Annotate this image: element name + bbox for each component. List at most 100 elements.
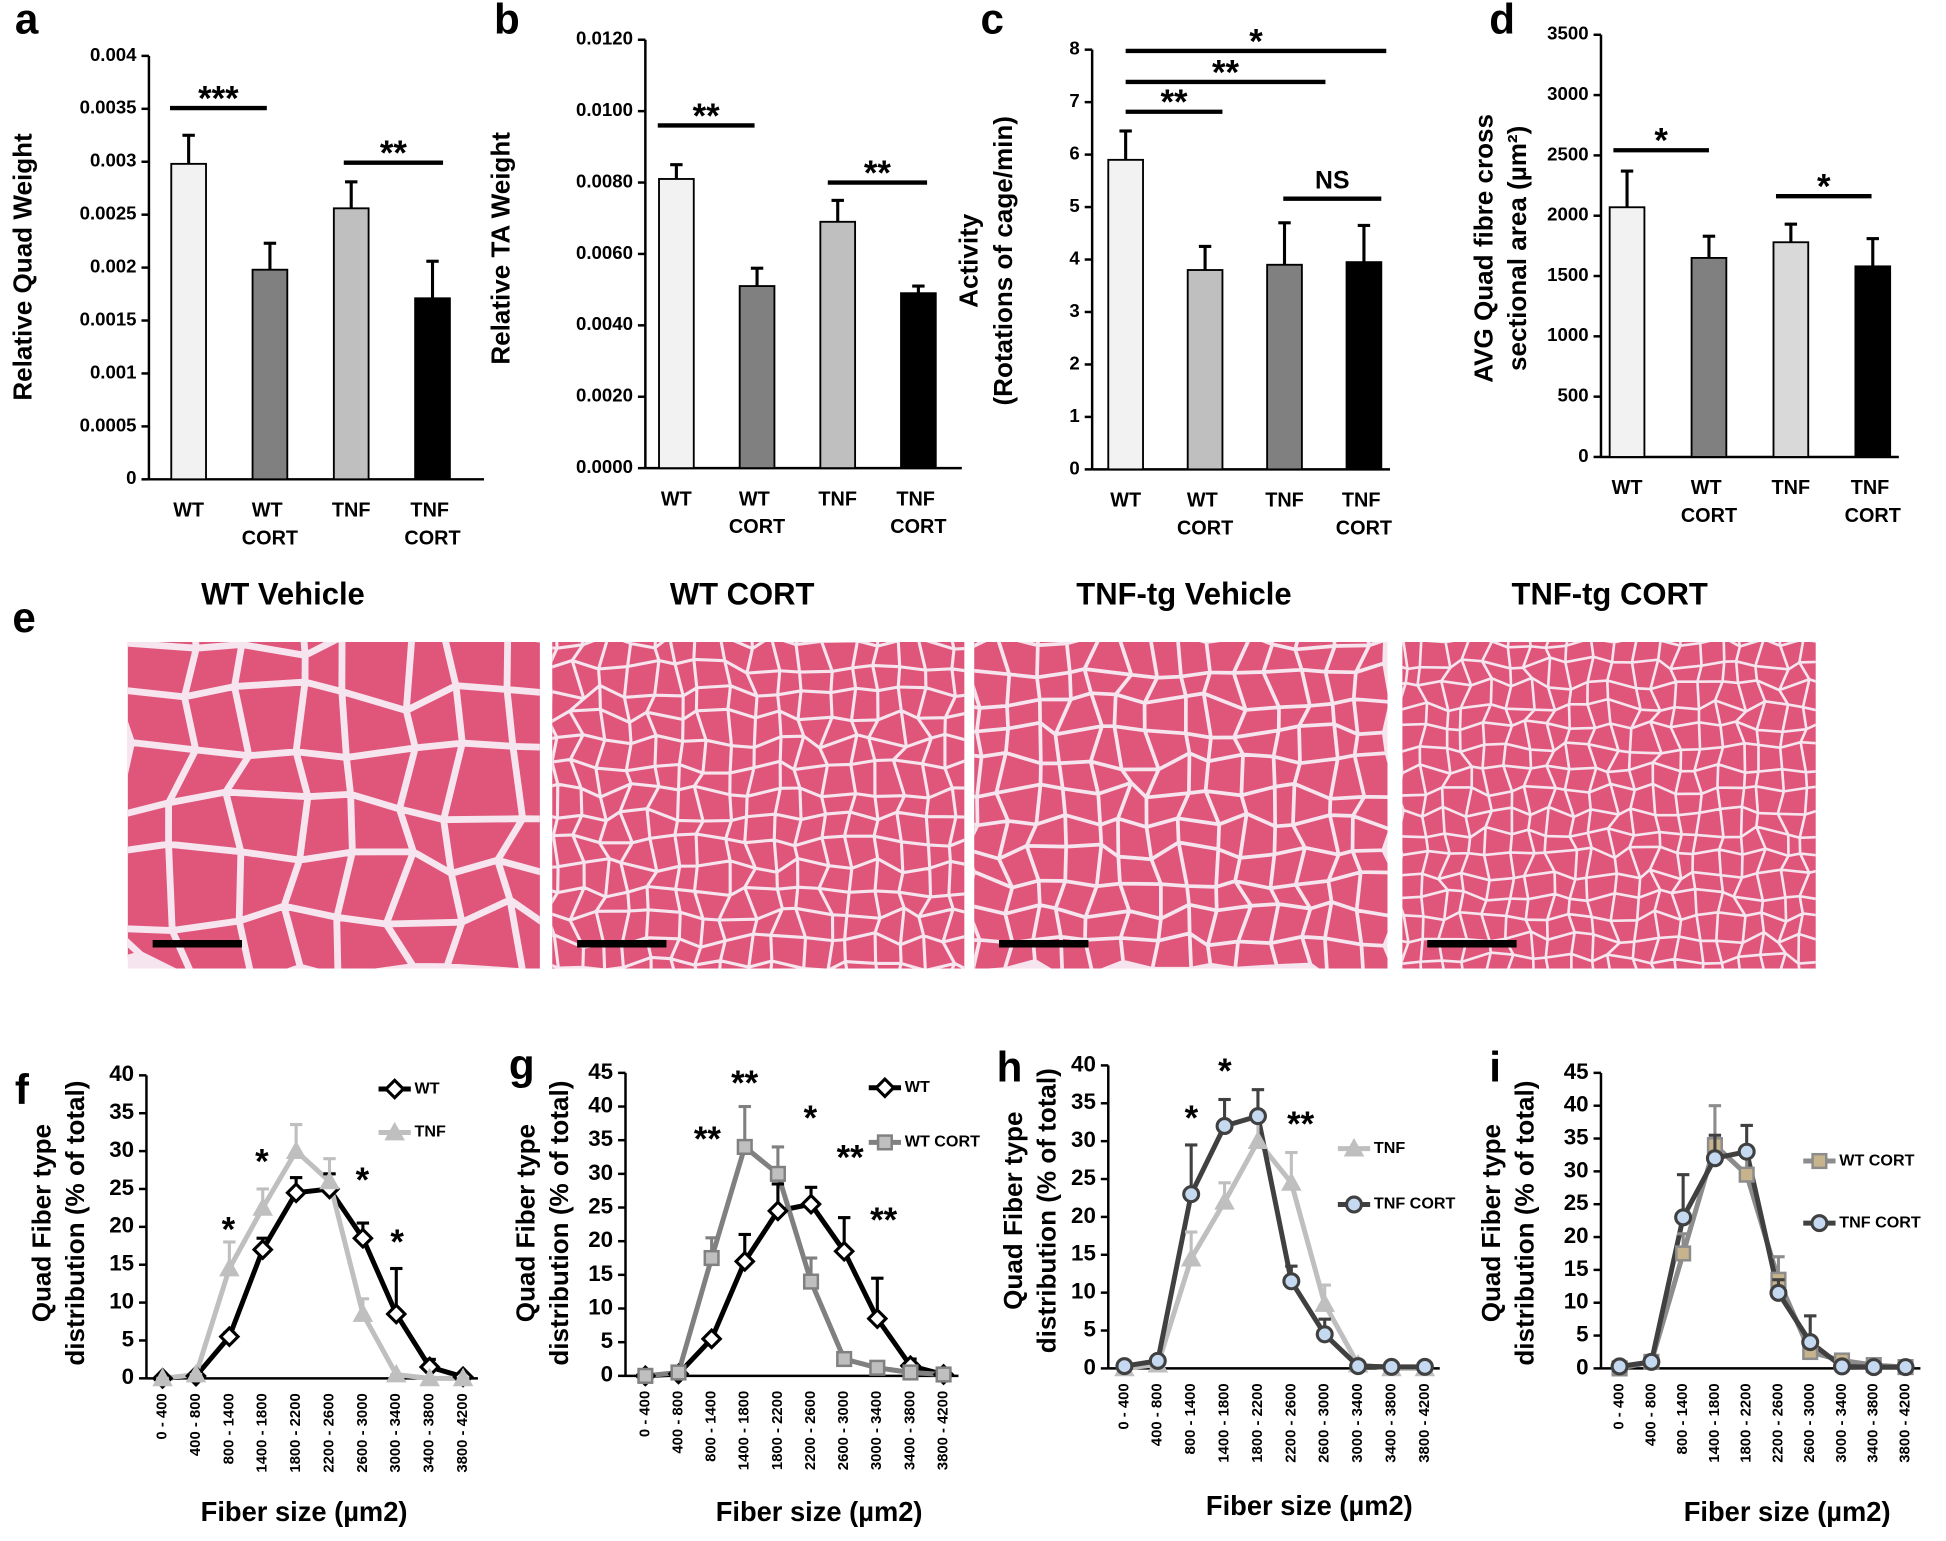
legend-label: TNF <box>1374 1139 1405 1157</box>
x-tick-label: TNF CORT <box>1336 490 1392 540</box>
marker <box>1282 1272 1301 1291</box>
panel-label: c <box>980 0 1003 42</box>
x-tick-label: 3400 - 3800 <box>1866 1383 1882 1462</box>
y-tick-label: 25 <box>109 1175 134 1200</box>
marker <box>1115 1357 1134 1376</box>
marker <box>902 1364 919 1381</box>
bar <box>1854 265 1892 458</box>
muscle-fibers <box>1402 641 1816 969</box>
image-title: TNF-tg CORT <box>1512 577 1708 612</box>
significance-label: * <box>1185 1100 1199 1138</box>
marker <box>1674 1208 1693 1227</box>
marker <box>252 1197 274 1216</box>
marker <box>1315 1325 1334 1344</box>
series-line <box>162 1186 464 1381</box>
legend-marker <box>383 1078 406 1100</box>
y-tick-label: 0 <box>1083 1354 1095 1379</box>
marker <box>736 1138 753 1155</box>
x-tick-label: TNF CORT <box>404 500 460 550</box>
x-tick-label: 400 - 800 <box>1643 1383 1659 1446</box>
marker <box>1148 1351 1167 1370</box>
marker <box>1349 1357 1368 1376</box>
y-tick-label: 0.0120 <box>576 28 633 49</box>
y-tick-label: 10 <box>109 1288 134 1313</box>
y-tick-label: 2500 <box>1547 143 1588 164</box>
legend-label: TNF CORT <box>1839 1213 1921 1231</box>
x-tick-label: 1400 - 1800 <box>255 1393 271 1472</box>
marker <box>1281 1172 1302 1191</box>
panel-label: d <box>1489 0 1515 42</box>
y-tick-label: 35 <box>109 1099 134 1124</box>
error-bar <box>1702 234 1716 258</box>
error-bar <box>670 163 683 179</box>
bar <box>819 220 857 470</box>
error-bar <box>750 266 764 287</box>
marker <box>1182 1185 1201 1204</box>
y-tick-label: 40 <box>588 1092 613 1117</box>
y-tick-label: 5 <box>601 1328 613 1353</box>
y-tick-label: 20 <box>109 1213 134 1238</box>
y-tick-label: 0.0080 <box>576 170 633 191</box>
x-tick-label: WT <box>173 500 204 522</box>
y-tick-label: 40 <box>1564 1092 1589 1117</box>
marker <box>1214 1191 1235 1210</box>
error-bar <box>1357 223 1371 263</box>
marker <box>386 1363 407 1383</box>
y-tick-label: 2000 <box>1547 204 1588 225</box>
x-tick-label: TNF <box>818 488 857 510</box>
x-tick-label: 2200 - 2600 <box>803 1391 819 1470</box>
marker <box>703 1249 720 1267</box>
marker <box>1705 1149 1724 1168</box>
marker <box>767 1200 789 1222</box>
y-axis-label: Activity <box>953 213 983 308</box>
x-tick-label: 3400 - 3800 <box>1383 1383 1399 1462</box>
series-line <box>1124 1136 1425 1371</box>
y-tick-label: 2 <box>1069 352 1079 373</box>
x-tick-label: 800 - 1400 <box>1183 1383 1199 1454</box>
significance-label: * <box>1249 23 1263 61</box>
y-tick-label: 35 <box>588 1126 613 1151</box>
marker <box>218 1325 241 1348</box>
marker <box>1415 1357 1434 1376</box>
x-axis-label: Fiber size (µm2) <box>201 1496 408 1527</box>
panel-label: b <box>494 0 520 42</box>
marker <box>1642 1352 1661 1371</box>
x-tick-label: 1800 - 2200 <box>288 1393 304 1472</box>
y-tick-label: 0.0000 <box>576 456 633 477</box>
error-bar <box>1198 244 1212 271</box>
x-tick-label: 1400 - 1800 <box>1707 1383 1723 1462</box>
marker <box>833 1240 856 1263</box>
y-tick-label: 0.002 <box>90 256 137 277</box>
significance-label: * <box>390 1224 404 1262</box>
x-tick-label: 1400 - 1800 <box>737 1391 753 1470</box>
panel-label: h <box>997 1044 1023 1091</box>
error-bar <box>426 259 439 299</box>
x-tick-label: 0 - 400 <box>1116 1383 1132 1429</box>
y-tick-label: 0.0015 <box>80 308 137 329</box>
y-tick-label: 0.0060 <box>576 242 633 263</box>
error-bar <box>345 180 358 209</box>
y-tick-label: 1500 <box>1547 264 1588 285</box>
marker <box>1247 1130 1269 1150</box>
x-tick-label: WT CORT <box>1177 490 1233 540</box>
marker <box>385 1303 408 1325</box>
legend-label: WT CORT <box>905 1133 980 1151</box>
x-tick-label: 3000 - 3400 <box>1350 1383 1366 1462</box>
significance-label: * <box>255 1143 269 1181</box>
series-line <box>1619 1148 1906 1370</box>
significance-label: *** <box>198 81 239 119</box>
y-axis-label: Quad Fiber type <box>1476 1124 1506 1322</box>
y-tick-label: 0 <box>126 467 136 488</box>
x-tick-label: 2200 - 2600 <box>321 1393 337 1472</box>
x-tick-label: 0 - 400 <box>1612 1383 1628 1429</box>
significance-label: ** <box>837 1140 865 1178</box>
marker <box>869 1359 886 1376</box>
x-tick-label: TNF CORT <box>1845 477 1901 527</box>
x-tick-label: 800 - 1400 <box>1675 1383 1691 1454</box>
y-tick-label: 0 <box>1069 457 1079 478</box>
marker <box>285 1181 308 1204</box>
y-axis-label: distribution (% of total) <box>1032 1068 1062 1353</box>
significance-label: * <box>356 1162 370 1200</box>
y-tick-label: 3500 <box>1547 23 1588 44</box>
